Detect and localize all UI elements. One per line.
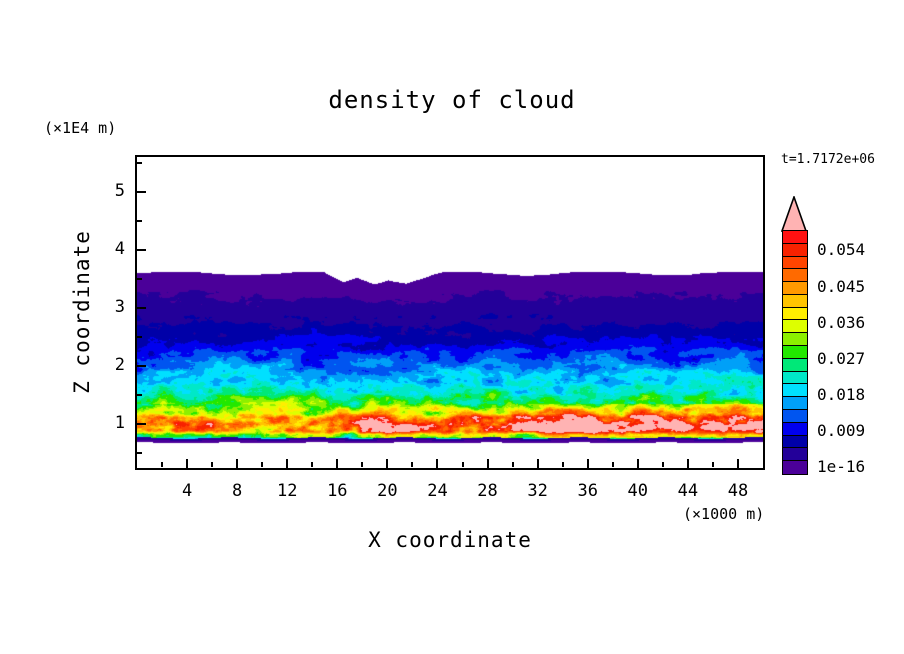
colorbar-swatch: [783, 384, 807, 398]
x-tick-label: 36: [577, 481, 598, 501]
colorbar-swatch: [783, 397, 807, 410]
x-tick-minor: [461, 462, 464, 467]
x-axis-unit-label: (×1000 m): [683, 505, 765, 523]
y-tick-minor: [137, 161, 142, 164]
colorbar-swatch: [783, 448, 807, 462]
x-tick-major: [536, 459, 539, 468]
x-tick-major: [586, 459, 589, 468]
y-tick-major: [137, 307, 146, 310]
y-tick-label: 5: [114, 180, 125, 201]
colorbar-label: 0.009: [817, 421, 866, 441]
y-tick-minor: [137, 394, 142, 397]
colorbar-swatches: [782, 230, 808, 475]
y-tick-major: [137, 423, 146, 426]
y-tick-minor: [137, 452, 142, 455]
colorbar-label: 0.036: [817, 312, 866, 332]
colorbar-label: 0.018: [817, 384, 866, 404]
colorbar-swatch: [783, 282, 807, 295]
colorbar-label: 0.054: [817, 240, 866, 260]
x-tick-major: [436, 459, 439, 468]
density-field-heatmap: [137, 157, 763, 468]
x-tick-minor: [661, 462, 664, 467]
x-tick-minor: [561, 462, 564, 467]
plot-area: [135, 155, 765, 470]
x-tick-label: 24: [427, 481, 448, 501]
x-tick-minor: [711, 462, 714, 467]
x-tick-major: [286, 459, 289, 468]
x-tick-minor: [311, 462, 314, 467]
y-tick-label: 3: [114, 297, 125, 318]
colorbar-label: 0.027: [817, 348, 866, 368]
x-tick-minor: [411, 462, 414, 467]
x-tick-major: [486, 459, 489, 468]
timestamp-annotation: t=1.7172e+06: [781, 152, 875, 167]
y-tick-label: 1: [114, 413, 125, 434]
colorbar-swatch: [783, 269, 807, 283]
x-tick-label: 12: [276, 481, 298, 501]
colorbar-swatch: [783, 294, 807, 308]
y-tick-major: [137, 190, 146, 193]
colorbar-swatch: [783, 435, 807, 449]
colorbar-swatch: [783, 243, 807, 257]
x-tick-major: [236, 459, 239, 468]
colorbar-swatch: [783, 320, 807, 334]
y-tick-label: 4: [114, 239, 125, 259]
x-tick-minor: [161, 462, 164, 467]
x-tick-major: [736, 459, 739, 468]
colorbar-swatch: [783, 358, 807, 372]
x-tick-major: [186, 459, 189, 468]
x-tick-label: 44: [677, 481, 699, 501]
y-tick-major: [137, 249, 146, 251]
colorbar-label: 0.045: [817, 276, 866, 296]
x-tick-label: 16: [327, 481, 348, 501]
x-tick-label: 8: [232, 481, 243, 501]
colorbar-swatch: [783, 256, 807, 270]
chart-title: density of cloud: [328, 86, 576, 114]
x-tick-major: [686, 459, 689, 468]
colorbar-swatch: [783, 461, 807, 474]
x-tick-major: [336, 459, 339, 468]
colorbar-label: 1e-16: [817, 457, 866, 477]
colorbar-swatch: [783, 333, 807, 347]
x-tick-minor: [611, 462, 614, 467]
y-tick-major: [137, 365, 146, 368]
x-tick-label: 48: [727, 481, 749, 501]
x-tick-label: 32: [527, 481, 548, 501]
colorbar-swatch: [783, 307, 807, 321]
x-tick-minor: [261, 462, 264, 467]
colorbar-swatch: [783, 422, 807, 436]
y-tick-minor: [137, 336, 142, 339]
y-tick-label: 2: [114, 355, 125, 376]
y-tick-minor: [137, 219, 142, 222]
y-tick-minor: [137, 278, 142, 281]
colorbar-swatch: [783, 346, 807, 359]
y-axis-unit-label: (×1E4 m): [44, 119, 117, 137]
x-tick-minor: [211, 462, 214, 467]
colorbar-swatch: [783, 409, 807, 423]
colorbar: 0.054 0.045 0.036 0.027 0.018 0.009 1e-16: [781, 196, 901, 486]
colorbar-over-arrow-icon: [781, 196, 807, 232]
x-tick-minor: [511, 462, 514, 467]
x-tick-minor: [361, 462, 364, 467]
x-tick-label: 40: [627, 481, 649, 501]
x-tick-label: 4: [181, 481, 193, 501]
colorbar-swatch: [783, 231, 807, 244]
y-axis-label: Z coordinate: [70, 230, 94, 394]
colorbar-swatch: [783, 371, 807, 385]
x-tick-major: [386, 459, 389, 468]
x-axis-label: X coordinate: [368, 528, 532, 552]
x-tick-label: 20: [377, 481, 398, 501]
x-tick-major: [636, 459, 639, 468]
x-tick-label: 28: [477, 481, 498, 501]
